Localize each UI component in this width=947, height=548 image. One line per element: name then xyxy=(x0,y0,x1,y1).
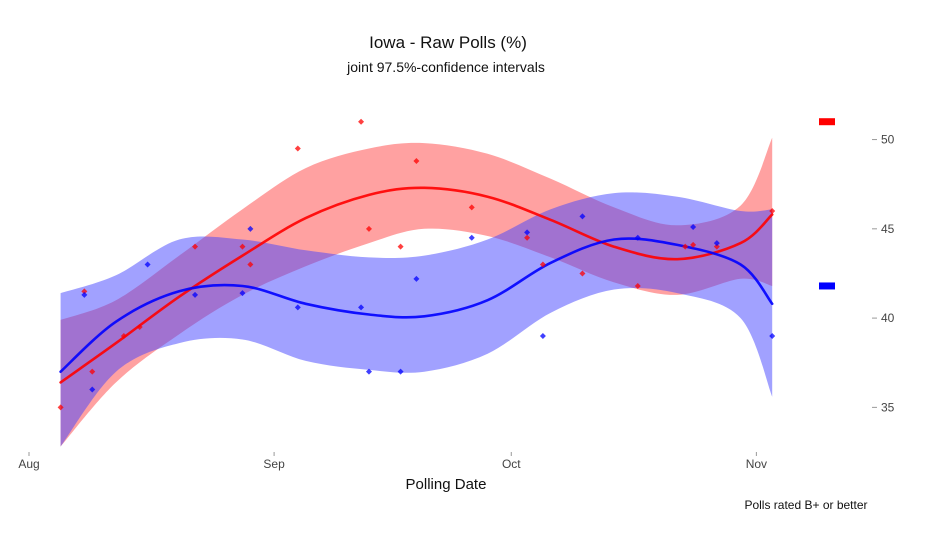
poll-point-0 xyxy=(524,234,531,241)
poll-point-0 xyxy=(579,270,586,277)
y-tick-label: 45 xyxy=(881,222,895,236)
poll-point-0 xyxy=(539,261,546,268)
poll-point-1 xyxy=(397,368,404,375)
poll-point-1 xyxy=(539,332,546,339)
poll-point-1 xyxy=(713,240,720,247)
x-tick-label: Nov xyxy=(746,457,767,471)
chart-caption: Polls rated B+ or better xyxy=(744,498,867,512)
poll-point-0 xyxy=(769,207,776,214)
poll-point-0 xyxy=(294,145,301,152)
poll-point-0 xyxy=(81,288,88,295)
poll-point-1 xyxy=(769,332,776,339)
poll-point-0 xyxy=(690,241,697,248)
x-axis-ticks: Aug Sep Oct Nov xyxy=(18,452,767,471)
chart-subtitle: joint 97.5%-confidence intervals xyxy=(346,59,545,75)
poll-point-1 xyxy=(358,304,365,311)
poll-point-1 xyxy=(89,386,96,393)
poll-point-1 xyxy=(690,224,697,231)
poll-point-0 xyxy=(634,282,641,289)
poll-point-0 xyxy=(136,324,143,331)
poll-point-0 xyxy=(57,404,64,411)
poll-point-1 xyxy=(634,234,641,241)
poll-point-1 xyxy=(413,275,420,282)
poll-point-1 xyxy=(239,290,246,297)
confidence-band-1 xyxy=(60,192,773,447)
chart-title: Iowa - Raw Polls (%) xyxy=(369,33,527,52)
poll-point-0 xyxy=(120,332,127,339)
y-tick-label: 35 xyxy=(881,400,895,414)
y-axis-ticks: 35 40 45 50 xyxy=(872,133,895,414)
legend-key-0 xyxy=(819,118,835,126)
y-tick-label: 50 xyxy=(881,133,895,147)
poll-point-1 xyxy=(144,261,151,268)
poll-point-1 xyxy=(365,368,372,375)
poll-point-0 xyxy=(239,243,246,250)
y-tick-label: 40 xyxy=(881,311,895,325)
trend-lines xyxy=(59,186,774,384)
poll-point-0 xyxy=(468,204,475,211)
poll-point-1 xyxy=(81,291,88,298)
poll-point-0 xyxy=(192,243,199,250)
poll-point-0 xyxy=(89,368,96,375)
legend-key-1 xyxy=(819,282,835,290)
poll-point-0 xyxy=(713,243,720,250)
poll-point-1 xyxy=(192,291,199,298)
poll-point-0 xyxy=(365,225,372,232)
confidence-bands xyxy=(60,137,773,447)
x-tick-label: Sep xyxy=(263,457,285,471)
trend-line-0 xyxy=(59,186,774,384)
poll-point-1 xyxy=(579,213,586,220)
trend-line-1 xyxy=(59,237,774,373)
poll-point-0 xyxy=(682,243,689,250)
poll-point-1 xyxy=(524,229,531,236)
x-tick-label: Aug xyxy=(18,457,39,471)
x-tick-label: Oct xyxy=(502,457,521,471)
poll-point-0 xyxy=(397,243,404,250)
poll-point-1 xyxy=(294,304,301,311)
poll-point-1 xyxy=(468,234,475,241)
poll-point-0 xyxy=(413,157,420,164)
poll-points xyxy=(57,118,776,411)
poll-point-0 xyxy=(358,118,365,125)
legend xyxy=(819,118,835,290)
poll-point-0 xyxy=(247,261,254,268)
poll-point-1 xyxy=(247,225,254,232)
x-axis-title: Polling Date xyxy=(406,476,487,493)
